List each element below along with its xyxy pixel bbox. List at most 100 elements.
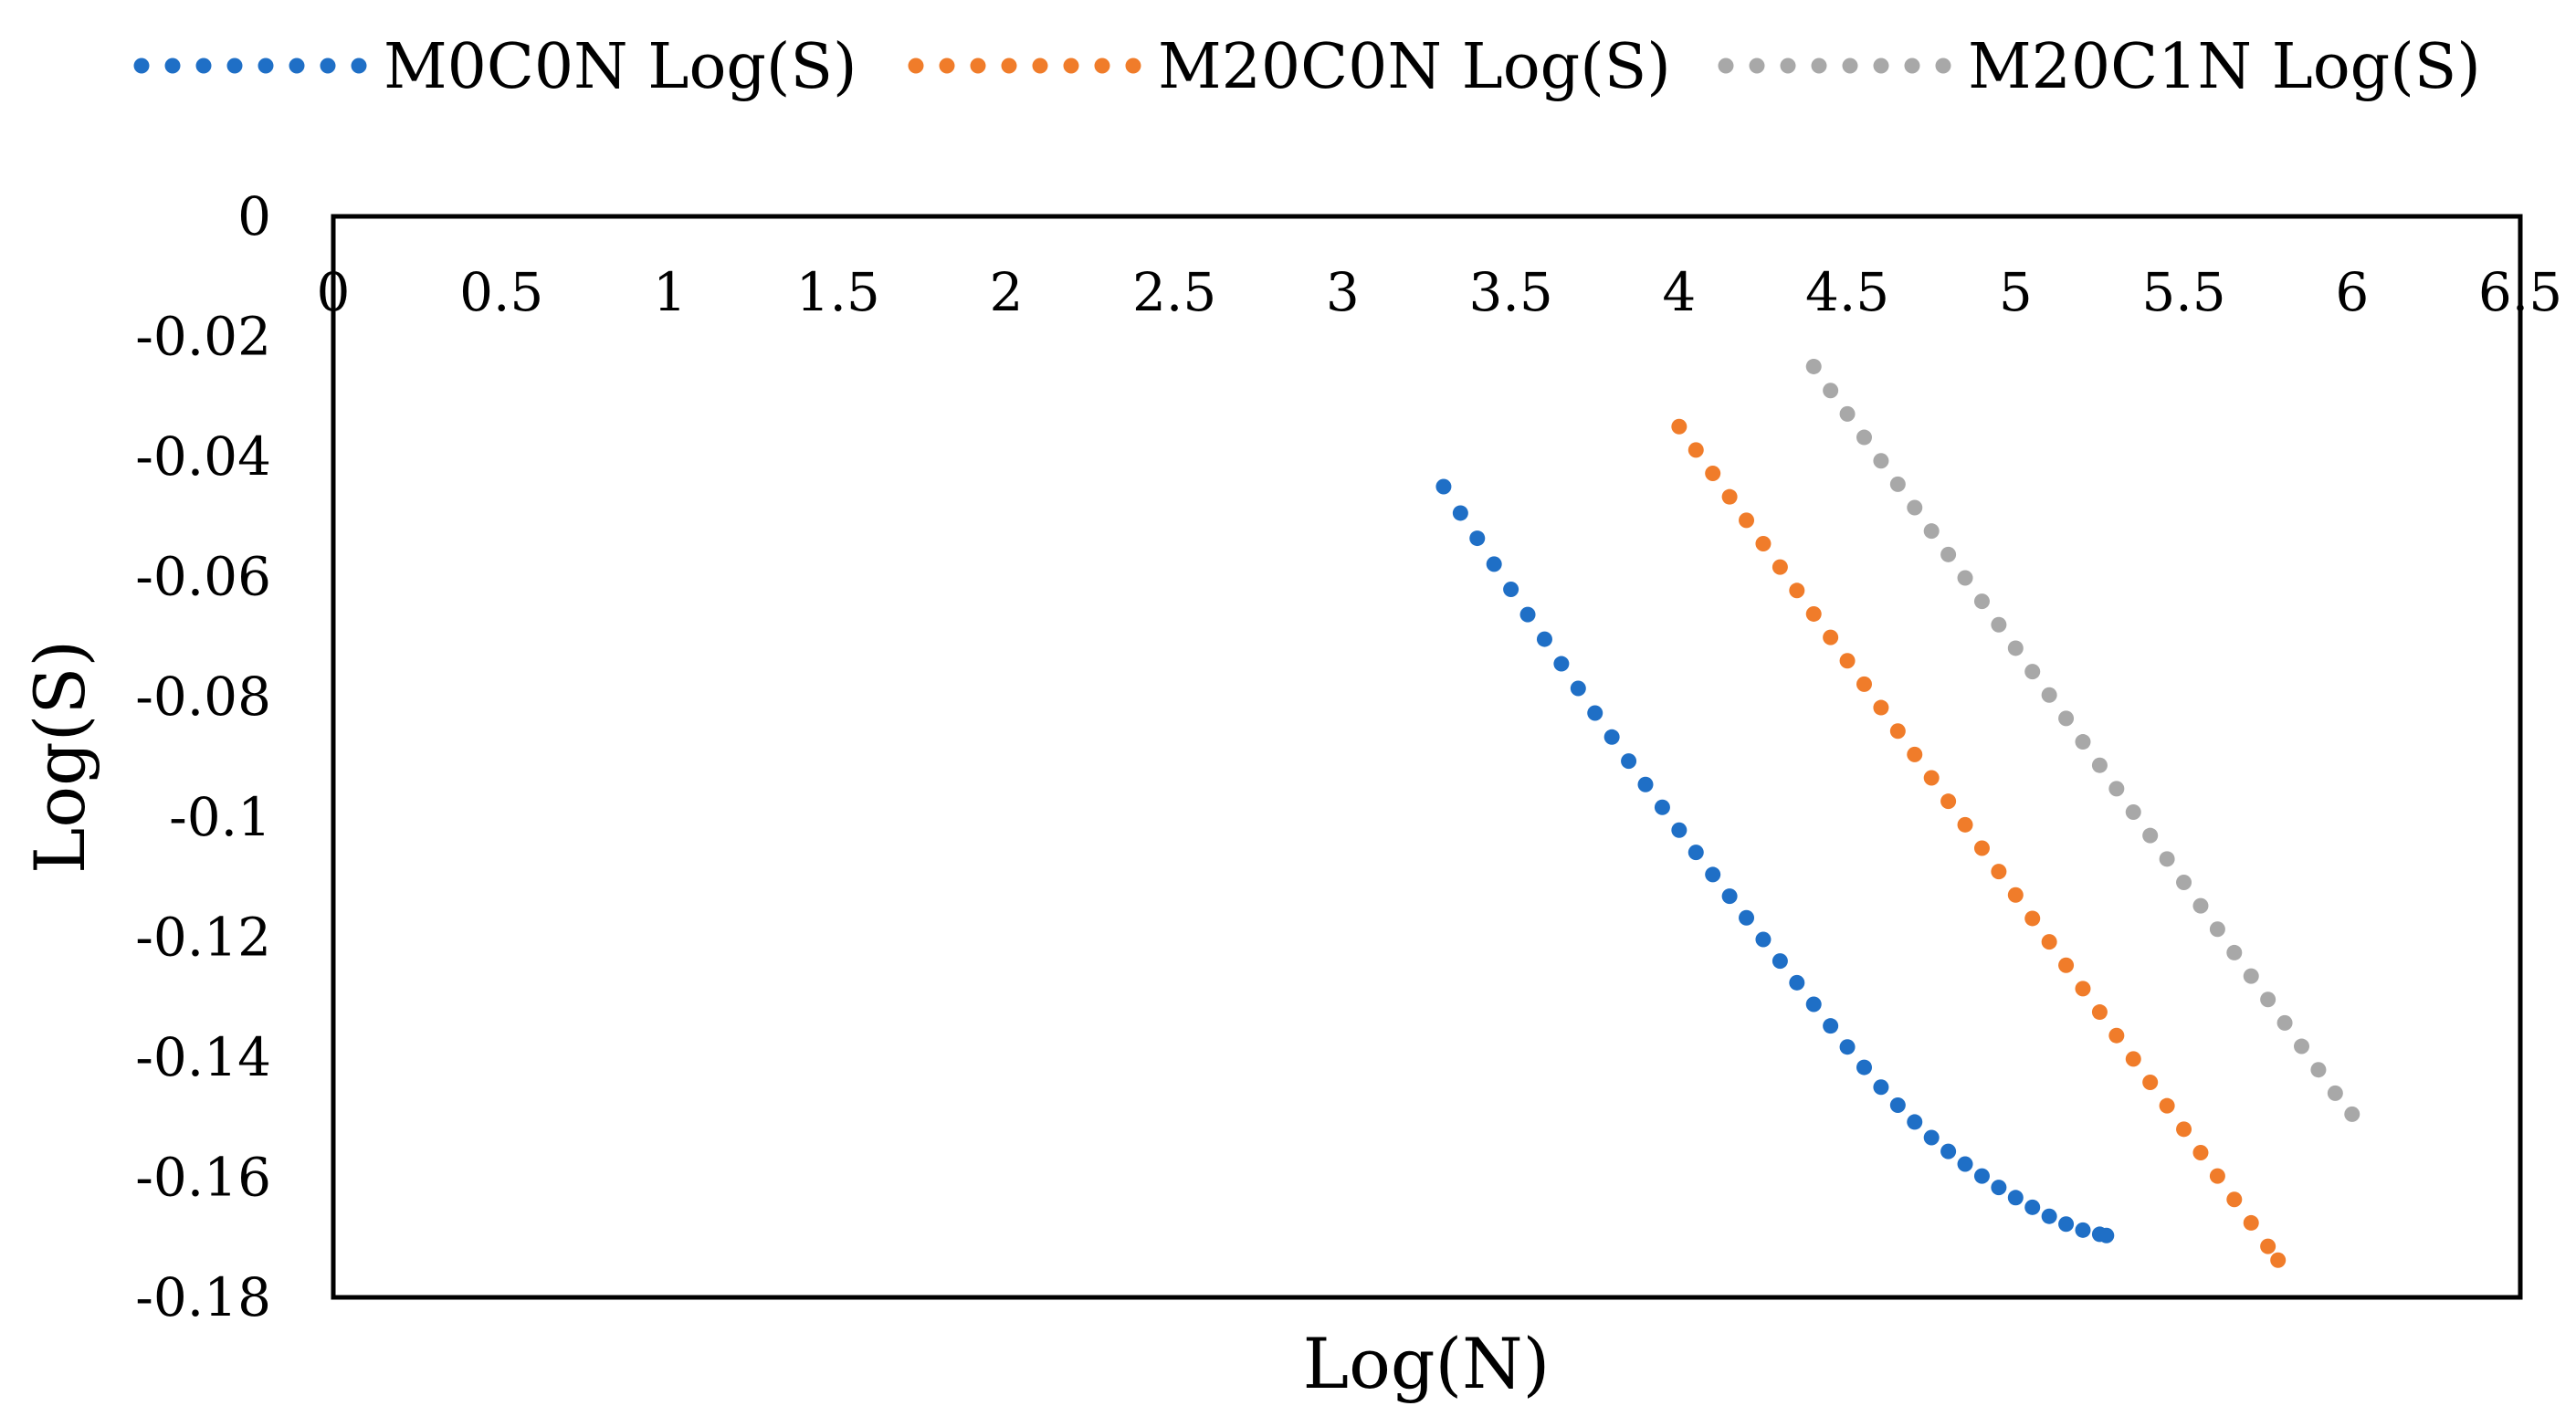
legend-marker	[1718, 58, 1951, 74]
data-point	[2344, 1106, 2360, 1122]
data-point	[2209, 921, 2225, 938]
data-point	[1721, 488, 1738, 505]
data-point	[2192, 1144, 2209, 1160]
y-tick-label: -0.1	[169, 786, 271, 848]
data-point	[1503, 581, 1519, 597]
data-point	[1705, 466, 1721, 482]
y-tick-label: -0.18	[135, 1266, 271, 1328]
x-axis-title: Log(N)	[1303, 1323, 1551, 1404]
data-point	[1957, 816, 1973, 833]
data-point	[1823, 629, 1839, 645]
y-tick-label: -0.14	[135, 1026, 271, 1088]
data-point	[2007, 1190, 2024, 1206]
data-point	[1940, 546, 1957, 562]
data-point	[1957, 570, 1973, 586]
data-point	[1823, 383, 1839, 399]
legend-item-1: M0C0N Log(S)	[133, 31, 857, 103]
data-point	[1923, 1129, 1940, 1146]
data-point	[2041, 687, 2057, 703]
data-point	[1435, 478, 1452, 495]
data-point	[1856, 1059, 1872, 1075]
data-point	[1856, 676, 1872, 692]
data-point	[1973, 593, 1990, 610]
data-point	[1536, 631, 1552, 647]
legend-item-3: M20C1N Log(S)	[1718, 31, 2481, 103]
data-point	[1805, 996, 1822, 1013]
legend: M0C0N Log(S) M20C0N Log(S) M20C1N Log(S)	[133, 31, 2481, 103]
legend-marker	[908, 58, 1141, 74]
data-point	[2058, 1216, 2075, 1233]
series-1	[1435, 478, 2115, 1243]
data-point	[1940, 1143, 1957, 1159]
data-point	[1688, 442, 1704, 458]
data-point	[1907, 1114, 1923, 1130]
data-point	[1839, 653, 1856, 669]
data-point	[2024, 910, 2041, 927]
data-point	[2270, 1252, 2287, 1268]
data-point	[1873, 453, 1889, 469]
legend-label: M20C1N Log(S)	[1968, 31, 2481, 103]
x-tick-label: 1	[653, 261, 687, 323]
data-point	[2209, 1168, 2225, 1184]
x-tick-label: 5	[1999, 261, 2033, 323]
data-point	[1957, 1156, 1973, 1172]
x-tick-label: 2.5	[1132, 261, 1216, 323]
data-point	[1772, 559, 1788, 575]
data-point	[2007, 640, 2024, 656]
x-tick-label: 4	[1662, 261, 1696, 323]
data-point	[2075, 1222, 2091, 1238]
data-point	[1873, 1079, 1889, 1096]
data-point	[1823, 1018, 1839, 1034]
data-point	[2260, 992, 2276, 1008]
data-point	[1856, 429, 1872, 446]
data-point	[1873, 699, 1889, 716]
data-point	[2226, 1191, 2243, 1208]
data-point	[2192, 897, 2209, 914]
data-point	[1991, 1180, 2007, 1196]
data-point	[1621, 753, 1637, 770]
data-point	[2108, 781, 2125, 797]
x-tick-label: 0.5	[459, 261, 543, 323]
data-point	[1739, 909, 1755, 926]
data-point	[2294, 1038, 2309, 1055]
data-point	[2310, 1062, 2327, 1078]
data-point	[2058, 957, 2075, 973]
data-point	[2091, 757, 2108, 773]
series-layer	[1435, 358, 2360, 1268]
data-point	[2176, 874, 2192, 890]
y-tick-labels: 0 -0.02 -0.04 -0.06 -0.08 -0.1 -0.12 -0.14 -0.16…	[135, 185, 271, 1328]
x-tick-label: 2	[989, 261, 1023, 323]
legend-label: M20C0N Log(S)	[1158, 31, 1671, 103]
legend-marker	[133, 58, 367, 74]
y-tick-label: -0.08	[135, 666, 271, 728]
data-point	[2159, 1097, 2175, 1114]
data-point	[2108, 1027, 2125, 1044]
data-point	[1755, 931, 1772, 948]
data-point	[1889, 1097, 1906, 1114]
data-point	[1889, 476, 1906, 492]
data-point	[1907, 746, 1923, 762]
plot-area	[331, 214, 2523, 1300]
x-tick-label: 6	[2335, 261, 2369, 323]
y-tick-label: -0.06	[135, 546, 271, 608]
y-axis-title: Log(S)	[19, 640, 100, 874]
y-tick-label: -0.02	[135, 306, 271, 368]
data-point	[1805, 605, 1822, 622]
data-point	[1839, 1039, 1856, 1055]
data-point	[1553, 656, 1570, 672]
data-point	[1923, 770, 1940, 786]
data-point	[1755, 535, 1772, 551]
data-point	[2058, 710, 2075, 727]
data-point	[1772, 953, 1788, 970]
data-point	[1671, 822, 1688, 838]
data-point	[1923, 523, 1940, 540]
data-point	[1805, 358, 1822, 374]
data-point	[2276, 1014, 2293, 1031]
data-point	[1486, 556, 1502, 572]
data-point	[2041, 1208, 2057, 1224]
y-tick-label: -0.12	[135, 906, 271, 968]
data-point	[2260, 1238, 2276, 1254]
data-point	[1705, 866, 1721, 883]
y-tick-label: -0.04	[135, 425, 271, 488]
